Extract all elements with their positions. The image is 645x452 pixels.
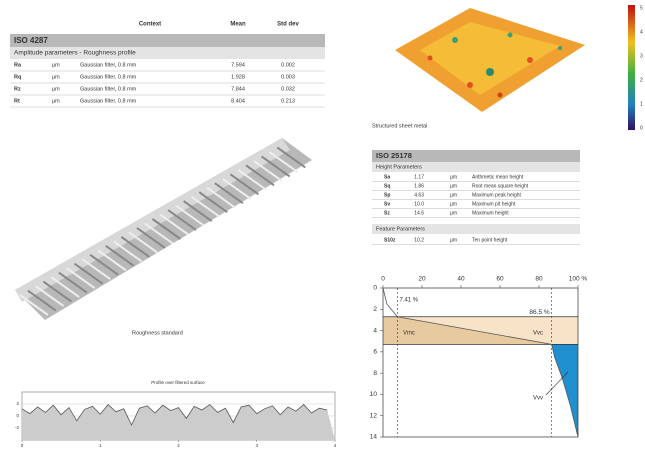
label: Gaussian filter, 0.8 mm [80,62,137,68]
label: 7.594 [231,62,245,68]
label: µm [450,183,457,189]
label: 2 [16,401,19,406]
label: Vmc [403,331,415,337]
label: 14.6 [414,210,424,216]
label: 100 % [569,276,588,283]
label: 0 [373,285,377,292]
label: Feature Parameters [376,226,425,232]
label: 1 [99,443,102,448]
label: µm [450,237,457,243]
label: 5 [640,5,643,11]
label: 80 [535,276,543,283]
label: 14 [370,434,378,441]
label: 0.003 [281,74,295,80]
label: 1 [640,101,643,107]
label: 0.002 [281,62,295,68]
label: Context [139,22,161,28]
label: 8 [373,370,377,377]
label: Gaussian filter, 0.8 mm [80,98,137,104]
label: 7.844 [231,86,245,92]
label: Rq [14,74,21,80]
label: 0 [381,276,385,283]
label: 3 [640,53,643,59]
report-page: Context Mean Std dev ISO 4287 Amplitude para… [0,0,645,452]
label: µm [52,62,60,68]
label: 0 [21,443,24,448]
label: Height Parameters [376,164,422,170]
label: 4 [373,327,377,334]
label: 1.17 [414,174,424,180]
profile-area [22,405,335,440]
label: 12 [370,412,378,419]
label: µm [52,98,60,104]
label: Profile over filtered surface [151,380,205,385]
label: Ra [14,62,22,68]
label: Maximum height [472,210,509,216]
label: 7.41 % [399,297,418,303]
label: 8.404 [231,98,245,104]
label: 4 [334,443,337,448]
label: 4.63 [414,192,424,198]
label: 10.2 [414,237,424,243]
label: µm [450,192,457,198]
label: 2 [177,443,180,448]
label: Gaussian filter, 0.8 mm [80,86,137,92]
label: Sq [384,183,390,189]
label: Roughness standard [132,330,183,336]
label: Structured sheet metal [372,123,427,129]
label: 60 [496,276,504,283]
label: Arithmetic mean height [472,174,524,180]
label: 40 [457,276,465,283]
label: µm [450,201,457,207]
label: Maximum peak height [472,192,522,198]
label: 2 [373,306,377,313]
label: µm [450,174,457,180]
colorbar [628,5,635,130]
label: 0 [640,125,643,131]
label: 3 [255,443,258,448]
label: 2 [640,77,643,83]
label: ISO 25178 [376,151,412,160]
label: ISO 4287 [14,36,48,45]
label: -2 [15,425,19,430]
label: Sv [384,201,390,207]
label: Amplitude parameters - Roughness profile [14,50,136,57]
label: 10 [370,391,378,398]
label: Sz [384,210,390,216]
label: 86.5 % [529,309,549,316]
label: Vvc [533,331,543,337]
label: 10.0 [414,201,424,207]
label: 0.213 [281,98,295,104]
label: Vvv [533,396,543,402]
label: 0.032 [281,86,295,92]
label: Sp [384,192,390,198]
surface-image [395,8,585,112]
label: Rz [14,86,21,92]
label: Ten point height [472,237,508,243]
label: Gaussian filter, 0.8 mm [80,74,137,80]
label: Root mean square height [472,183,529,189]
label: 20 [418,276,426,283]
label: 4 [640,29,643,35]
label: 0 [16,413,19,418]
label: S10z [384,237,396,243]
table-title-bar [10,34,325,47]
label: µm [52,74,60,80]
label: Std dev [277,22,299,28]
label: µm [450,210,457,216]
label: 6 [373,349,377,356]
label: Mean [230,22,246,28]
label: µm [52,86,60,92]
vvv-area [552,344,578,437]
label: Rt [14,98,20,104]
label: 1.86 [414,183,424,189]
label: Sa [384,174,390,180]
label: Maximum pit height [472,201,516,207]
label: 1.928 [231,74,245,80]
